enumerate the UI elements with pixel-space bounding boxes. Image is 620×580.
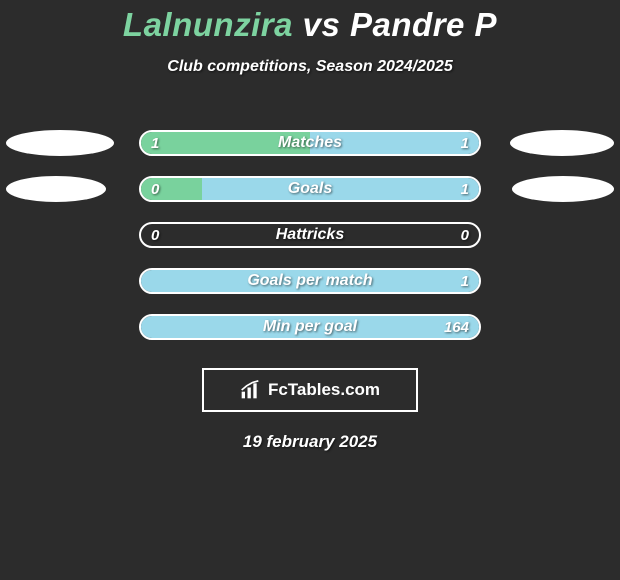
left-ellipse	[6, 130, 114, 156]
stat-value-left: 0	[151, 224, 159, 246]
left-ellipse	[6, 176, 106, 202]
stats-rows: Matches11 Goals01 Hattricks0 0 Goals per mat…	[0, 120, 620, 350]
bar-fill-player2	[141, 270, 479, 292]
bar-fill-player2	[141, 316, 479, 338]
bar-fill-player2	[310, 132, 479, 154]
stat-bar: Matches11	[139, 130, 481, 156]
stat-row: Goals01	[0, 166, 620, 212]
title-player1: Lalnunzira	[123, 6, 293, 43]
bar-fill-player2	[202, 178, 479, 200]
stat-bar: Goals01	[139, 176, 481, 202]
bar-fill-player1	[141, 132, 310, 154]
subtitle: Club competitions, Season 2024/2025	[0, 58, 620, 76]
title-player2: Pandre P	[350, 6, 497, 43]
title-vs: vs	[303, 6, 341, 43]
stat-row: Hattricks0 0	[0, 212, 620, 258]
stat-bar: Min per goal164	[139, 314, 481, 340]
bar-chart-icon	[240, 380, 260, 400]
logo-text: FcTables.com	[268, 380, 380, 400]
stat-label: Hattricks	[141, 224, 479, 246]
bar-fill-player1	[141, 178, 202, 200]
right-ellipse	[510, 130, 614, 156]
stat-row: Matches11	[0, 120, 620, 166]
stat-row: Min per goal164	[0, 304, 620, 350]
stat-bar: Hattricks0 0	[139, 222, 481, 248]
comparison-title: Lalnunzira vs Pandre P	[0, 0, 620, 44]
fctables-logo: FcTables.com	[202, 368, 418, 412]
date-text: 19 february 2025	[0, 432, 620, 452]
right-ellipse	[512, 176, 614, 202]
stat-value-right: 0	[461, 224, 469, 246]
stat-bar: Goals per match1	[139, 268, 481, 294]
stat-row: Goals per match1	[0, 258, 620, 304]
